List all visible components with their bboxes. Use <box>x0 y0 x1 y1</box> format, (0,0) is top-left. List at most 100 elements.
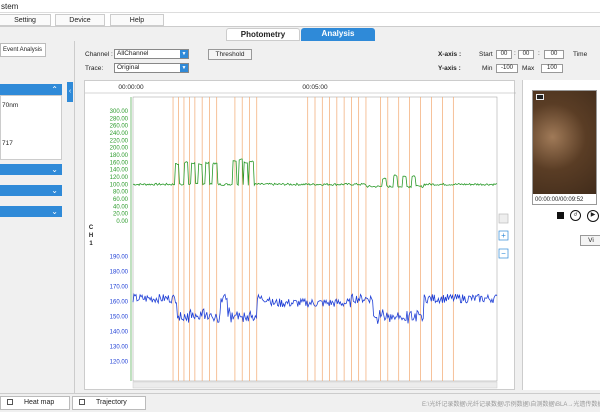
main-tab-row: Photometry Analysis <box>0 27 600 41</box>
chart-panel: 00:00:00 00:05:00 300.00 280.00 260.00 240.00… <box>84 80 516 391</box>
min-label: Min <box>482 65 493 72</box>
trajectory-icon <box>79 399 85 405</box>
channel-label-char: 1 <box>89 241 93 247</box>
channel-value: AllChannel <box>117 50 149 57</box>
analysis-controls: Channel : AllChannel ▼ Trace: Original ▼ T… <box>82 46 587 80</box>
menu-bar: Setting Device Help <box>0 13 600 27</box>
zoom-out-button[interactable] <box>498 248 509 259</box>
left-panel-header-3[interactable]: ⌄ <box>0 185 62 196</box>
yaxis-label: Y-axis : <box>438 65 461 72</box>
left-panel: Event Analysis ⌃ 70nm 717 ⌄ ⌄ ⌄ <box>0 41 75 393</box>
chevron-down-icon: ⌄ <box>51 207 58 216</box>
trace-select[interactable]: Original ▼ <box>114 63 189 73</box>
collapse-left-arrow-icon[interactable]: ‹ <box>67 82 73 102</box>
ymax-input[interactable]: 100 <box>541 64 563 73</box>
channel-label: Channel : <box>85 51 113 58</box>
chevron-up-icon: ⌃ <box>51 85 58 94</box>
left-panel-header-2[interactable]: ⌄ <box>0 164 62 175</box>
top-axis-tick-label: 0.00 <box>116 219 128 225</box>
menu-setting[interactable]: Setting <box>0 14 51 26</box>
ymin-input[interactable]: -100 <box>496 64 518 73</box>
chevron-down-icon: ⌄ <box>51 186 58 195</box>
video-time: 00:00:00/00:09:52 <box>533 194 596 204</box>
threshold-button[interactable]: Threshold <box>208 49 252 60</box>
channel-label-char: H <box>89 233 93 239</box>
zoom-in-button-label: + <box>501 231 506 240</box>
stop-icon[interactable] <box>557 212 564 219</box>
time-tick-label: 00:00:00 <box>118 84 144 91</box>
view-button[interactable]: Vi <box>580 235 600 246</box>
time-separator: : <box>514 50 516 57</box>
bottom-axis-tick-label: 170.00 <box>110 285 129 291</box>
top-axis-tick-label: 20.00 <box>113 212 129 218</box>
start-hour-input[interactable]: 00 <box>496 50 512 59</box>
dropdown-arrow-icon: ▼ <box>180 64 188 72</box>
start-minute-input[interactable]: 00 <box>518 50 534 59</box>
play-icon[interactable]: ▶ <box>587 210 599 222</box>
info-text: 717 <box>2 140 13 147</box>
status-bar: Heat map Trajectory E:\光纤记录数据\光纤记录数据\示例数… <box>0 393 600 412</box>
top-axis-tick-label: 60.00 <box>113 197 129 203</box>
file-path: E:\光纤记录数据\光纤记录数据\示例数据\自测数据\BLA→光遗传数据 <box>422 402 600 408</box>
heatmap-button[interactable]: Heat map <box>0 396 70 410</box>
time-tick-label: 00:05:00 <box>302 84 328 91</box>
time-separator: : <box>538 50 540 57</box>
bottom-axis-tick-label: 150.00 <box>110 315 129 321</box>
top-axis-tick-label: 160.00 <box>110 160 129 166</box>
tab-event-analysis[interactable]: Event Analysis <box>0 43 46 57</box>
top-axis-tick-label: 100.00 <box>110 182 129 188</box>
wavelength-text: 70nm <box>2 102 19 109</box>
top-axis-tick-label: 300.00 <box>110 109 129 115</box>
channel-label-char: C <box>89 225 94 231</box>
window-title: stem <box>1 2 19 11</box>
left-panel-header-1[interactable]: ⌃ <box>0 84 62 95</box>
left-panel-box-1: 70nm 717 <box>0 95 62 160</box>
tab-analysis[interactable]: Analysis <box>301 28 375 41</box>
image-icon <box>536 94 544 100</box>
menu-help[interactable]: Help <box>110 14 164 26</box>
top-axis-tick-label: 240.00 <box>110 131 129 137</box>
bottom-axis-tick-label: 160.00 <box>110 300 129 306</box>
fit-icon <box>498 213 509 224</box>
top-axis-tick-label: 280.00 <box>110 116 129 122</box>
chevron-down-icon: ⌄ <box>51 165 58 174</box>
top-axis-tick-label: 80.00 <box>113 190 129 196</box>
bottom-axis-tick-label: 130.00 <box>110 345 129 351</box>
trace-label: Trace: <box>85 65 104 72</box>
top-axis-tick-label: 120.00 <box>110 175 129 181</box>
trace-value: Original <box>117 64 140 71</box>
left-panel-header-4[interactable]: ⌄ <box>0 206 62 217</box>
xaxis-label: X-axis : <box>438 51 462 58</box>
horizontal-scrollbar[interactable] <box>132 381 498 389</box>
top-axis-tick-label: 180.00 <box>110 153 129 159</box>
top-axis-tick-label: 200.00 <box>110 146 129 152</box>
video-panel: 00:00:00/00:09:52 ↺ ▶ Vi <box>522 80 600 390</box>
heatmap-icon <box>7 399 13 405</box>
bottom-axis-tick-label: 140.00 <box>110 330 129 336</box>
menu-device[interactable]: Device <box>55 14 105 26</box>
start-second-input[interactable]: 00 <box>544 50 564 59</box>
heatmap-label: Heat map <box>23 399 55 406</box>
trajectory-label: Trajectory <box>95 399 127 406</box>
top-axis-tick-label: 140.00 <box>110 168 129 174</box>
top-axis-tick-label: 260.00 <box>110 124 129 130</box>
channel-select[interactable]: AllChannel ▼ <box>114 49 189 59</box>
max-label: Max <box>522 65 535 72</box>
trajectory-button[interactable]: Trajectory <box>72 396 146 410</box>
top-axis-tick-label: 220.00 <box>110 138 129 144</box>
replay-icon[interactable]: ↺ <box>570 210 581 221</box>
video-image <box>533 91 596 204</box>
series-line-blue <box>132 293 498 324</box>
tab-photometry[interactable]: Photometry <box>226 28 300 41</box>
bottom-axis-tick-label: 190.00 <box>110 255 129 261</box>
video-frame[interactable]: 00:00:00/00:09:52 <box>532 90 597 205</box>
zoom-in-button[interactable] <box>498 230 509 241</box>
bottom-axis-tick-label: 120.00 <box>110 360 129 366</box>
top-axis-tick-label: 40.00 <box>113 204 129 210</box>
start-label: Start <box>479 51 493 58</box>
series-line-green <box>132 158 498 189</box>
title-bar: stem <box>0 0 600 13</box>
bottom-axis-tick-label: 180.00 <box>110 270 129 276</box>
dropdown-arrow-icon: ▼ <box>180 50 188 58</box>
